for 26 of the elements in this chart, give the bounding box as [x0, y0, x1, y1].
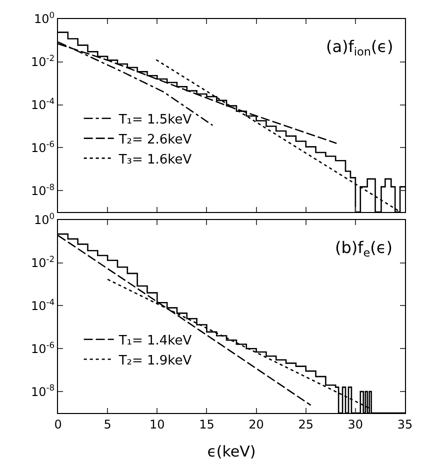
x-tick-label: 15: [199, 417, 214, 432]
y-tick-label: 10$^{0}$: [34, 211, 55, 228]
annotation: (b)f$_{e}$(ϵ): [335, 238, 392, 260]
y-tick-label: 10$^{-2}$: [30, 254, 55, 270]
y-tick-label: 10$^{-8}$: [30, 382, 55, 399]
y-tick-label: 10$^{0}$: [34, 10, 55, 26]
y-tick-label: 10$^{-6}$: [30, 138, 55, 155]
x-tick-label: 35: [397, 417, 413, 432]
x-tick-label: 5: [104, 417, 112, 432]
legend-label: T₁= 1.5keV: [118, 112, 192, 128]
legend-label: T₁= 1.4keV: [118, 333, 192, 348]
legend-label: T₂= 1.9keV: [118, 353, 192, 368]
y-tick-label: 10$^{-2}$: [30, 53, 55, 70]
y-tick-label: 10$^{-6}$: [30, 340, 55, 356]
x-tick-label: 30: [348, 417, 364, 432]
annotation: (a)f$_{ion}$(ϵ): [326, 37, 394, 58]
y-tick-label: 10$^{-4}$: [30, 96, 55, 112]
x-tick-label: 0: [54, 417, 62, 432]
y-tick-label: 10$^{-8}$: [30, 182, 55, 198]
x-tick-label: 25: [298, 417, 314, 432]
legend-label: T₃= 1.6keV: [118, 152, 192, 168]
x-tick-label: 20: [248, 417, 264, 432]
x-axis-title: ϵ(keV): [207, 442, 256, 460]
x-tick-label: 10: [150, 417, 165, 432]
y-tick-label: 10$^{-4}$: [30, 296, 55, 313]
legend-label: T₂= 2.6keV: [118, 132, 192, 148]
